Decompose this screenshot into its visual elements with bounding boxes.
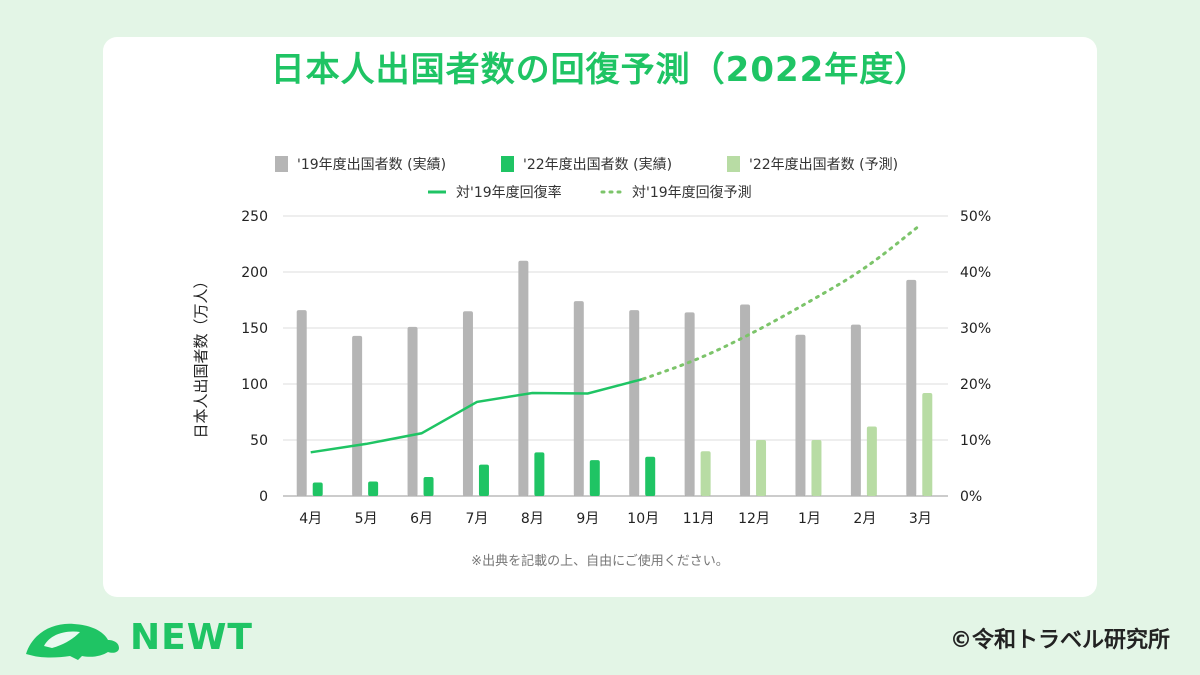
copyright: ©令和トラベル研究所: [949, 628, 1170, 653]
chart-title: 日本人出国者数の回復予測（2022年度）: [270, 50, 930, 90]
usage-note: ※出典を記載の上、自由にご使用ください。: [471, 554, 729, 569]
legend-2022-forecast-swatch: [727, 156, 740, 172]
newt-logo: NEWT: [22, 612, 253, 662]
x-tick-label: 5月: [355, 511, 378, 527]
bar-2022-actual: [534, 452, 545, 496]
bar-2019: [352, 335, 363, 496]
bar-2019: [684, 312, 695, 496]
legend-2019-actual-swatch: [275, 156, 288, 172]
bar-2019: [740, 304, 751, 496]
x-tick-label: 12月: [738, 511, 770, 527]
bar-2019: [629, 310, 640, 496]
bar-2019: [850, 324, 861, 496]
bar-2022-actual: [312, 482, 323, 496]
legend-2022-actual-label: '22年度出国者数 (実績): [523, 157, 672, 173]
y-left-tick-label: 50: [250, 433, 268, 449]
y-left-tick-label: 150: [241, 321, 268, 337]
bar-2022-actual: [589, 460, 600, 496]
recovery-forecast-line: [641, 223, 922, 381]
legend-2019-actual-label: '19年度出国者数 (実績): [297, 157, 446, 173]
legend-recovery-rate-label: 対'19年度回復率: [456, 184, 562, 201]
turtle-icon: [26, 623, 119, 660]
y-right-tick-label: 30%: [960, 321, 991, 337]
bar-2022-forecast: [700, 451, 711, 496]
bar-2019: [906, 279, 917, 496]
bar-2022-actual: [478, 464, 489, 496]
x-tick-label: 1月: [798, 511, 821, 527]
y-right-tick-label: 0%: [960, 489, 982, 505]
recovery-rate-line: [310, 377, 644, 454]
x-tick-label: 10月: [627, 511, 659, 527]
bar-2019: [296, 310, 307, 496]
x-tick-label: 2月: [853, 511, 876, 527]
y-right-tick-label: 10%: [960, 433, 991, 449]
y-left-axis-title: 日本人出国者数（万人）: [192, 273, 210, 438]
bar-2022-actual: [645, 456, 656, 496]
y-right-tick-label: 40%: [960, 265, 991, 281]
x-tick-label: 11月: [683, 511, 715, 527]
bar-2022-forecast: [866, 426, 877, 496]
x-tick-label: 9月: [576, 511, 599, 527]
bar-2019: [795, 334, 806, 496]
bar-2019: [462, 311, 473, 496]
chart-card: [103, 37, 1097, 597]
legend-recovery-forecast-label: 対'19年度回復予測: [632, 184, 752, 201]
bar-2019: [518, 260, 529, 496]
y-right-tick-label: 20%: [960, 377, 991, 393]
bar-2022-forecast: [811, 440, 822, 496]
legend-2022-actual-swatch: [501, 156, 514, 172]
bar-2022-actual: [368, 481, 379, 496]
brand-name: NEWT: [130, 616, 253, 658]
chart-svg: 0 50 100 150 200 250 0% 10% 20% 30% 40% 50% 日本人出国者数（…: [192, 156, 991, 527]
x-tick-label: 4月: [299, 511, 322, 527]
bar-2019: [407, 326, 418, 496]
x-tick-label: 7月: [465, 511, 488, 527]
y-left-tick-label: 200: [241, 265, 268, 281]
x-tick-label: 8月: [521, 511, 544, 527]
bar-2022-actual: [423, 476, 434, 496]
y-left-tick-label: 0: [259, 489, 268, 505]
bar-2019: [573, 301, 584, 496]
x-tick-label: 3月: [909, 511, 932, 527]
y-left-tick-label: 250: [241, 209, 268, 225]
legend-2022-forecast-label: '22年度出国者数 (予測): [749, 157, 898, 173]
y-right-tick-label: 50%: [960, 209, 991, 225]
bar-2022-forecast: [922, 392, 933, 496]
x-tick-label: 6月: [410, 511, 433, 527]
bar-2022-forecast: [756, 440, 767, 496]
y-left-tick-label: 100: [241, 377, 268, 393]
